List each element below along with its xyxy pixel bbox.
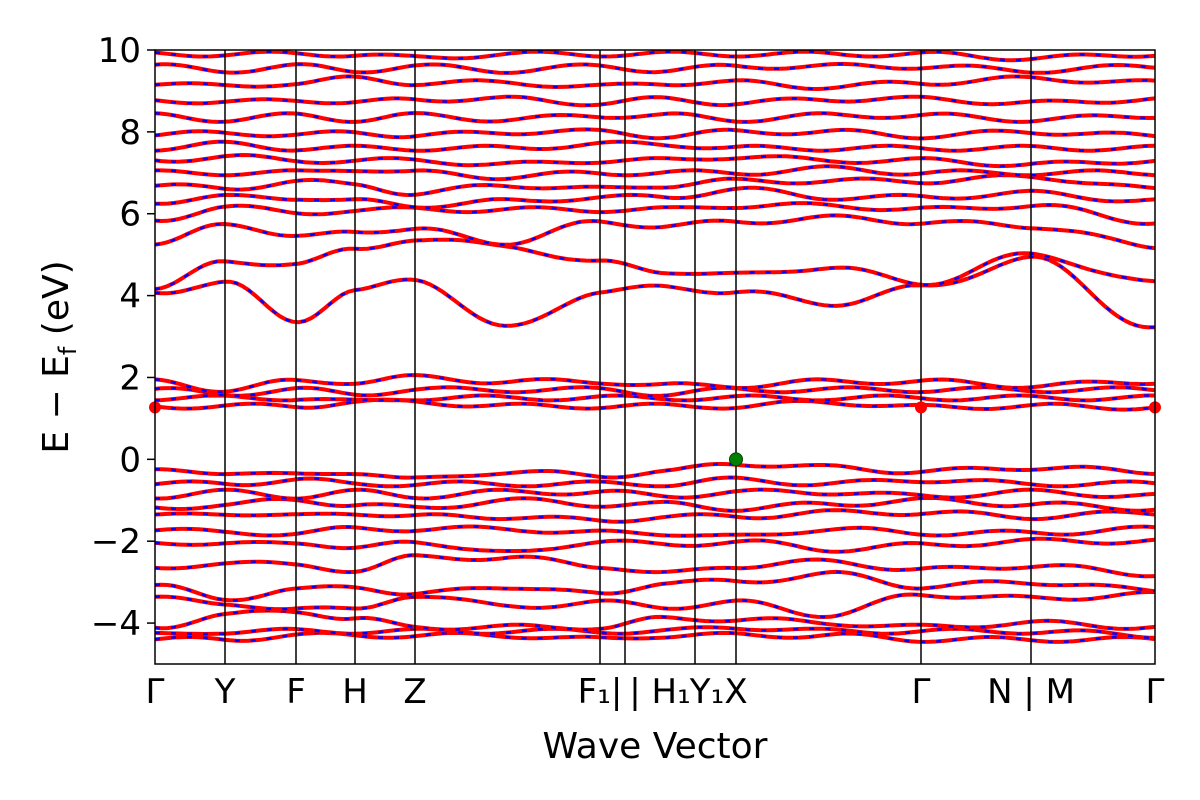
- x-tick-label: Z: [403, 672, 426, 712]
- band-up: [155, 201, 1155, 226]
- band-up: [155, 254, 1155, 330]
- extrema-markers: [149, 401, 1161, 467]
- band-down: [155, 255, 1155, 329]
- y-tick-label: 0: [119, 440, 141, 480]
- vbm-marker: [729, 452, 743, 467]
- band-down: [155, 631, 1155, 644]
- band-up: [155, 608, 1155, 632]
- band-up: [155, 536, 1155, 554]
- band-down: [155, 214, 1155, 250]
- band-down: [155, 525, 1155, 537]
- band-up: [155, 127, 1155, 141]
- y-tick-label: 8: [119, 113, 141, 153]
- band-up: [155, 385, 1155, 398]
- band-up: [155, 61, 1155, 75]
- band-up: [155, 185, 1155, 210]
- band-up: [155, 74, 1155, 92]
- band-up: [155, 111, 1155, 124]
- band-down: [155, 508, 1155, 524]
- x-tick-label: | H₁: [629, 672, 690, 712]
- plot-frame: [154, 49, 1156, 665]
- x-axis-title: Wave Vector: [543, 726, 768, 767]
- y-axis-title: E − Ef (eV): [36, 260, 82, 453]
- x-tick-label: Γ: [1146, 672, 1165, 712]
- band-down: [155, 50, 1155, 62]
- band-down: [155, 394, 1155, 402]
- band-up: [155, 475, 1155, 489]
- y-tick-label: 4: [119, 277, 141, 317]
- y-tick-label: −4: [91, 604, 141, 644]
- bands-layer: [155, 50, 1155, 644]
- high-symmetry-lines: [224, 50, 1032, 664]
- y-tick-label: −2: [91, 522, 141, 562]
- x-tick-label: N | M: [987, 672, 1075, 712]
- band-down: [155, 462, 1155, 479]
- band-up: [155, 94, 1155, 108]
- x-tick-label: Γ: [912, 672, 931, 712]
- band-up: [155, 487, 1155, 501]
- band-down: [155, 165, 1155, 181]
- x-axis-ticks: Γ Y F H Z F₁| | H₁ Y₁ X Γ N | M Γ: [146, 672, 1165, 712]
- x-tick-label: Y₁: [689, 672, 724, 712]
- band-up: [155, 553, 1155, 579]
- band-up: [155, 213, 1155, 251]
- x-tick-label: Γ: [146, 672, 165, 712]
- band-down: [155, 625, 1155, 640]
- y-tick-label: 10: [98, 31, 141, 71]
- x-tick-label: F₁|: [578, 672, 623, 712]
- x-tick-label: H: [342, 672, 368, 712]
- band-up: [155, 139, 1155, 153]
- band-up: [155, 569, 1155, 603]
- y-axis-ticks: −4 −2 0 2 4 6 8 10: [91, 31, 155, 644]
- y-tick-label: 2: [119, 358, 141, 398]
- x-tick-label: Y: [214, 672, 236, 712]
- band-up: [155, 495, 1155, 513]
- band-up: [155, 164, 1155, 182]
- band-down: [155, 398, 1155, 411]
- band-down: [155, 153, 1155, 168]
- band-up: [155, 173, 1155, 198]
- cbm-marker: [915, 401, 927, 414]
- band-up: [155, 373, 1155, 394]
- y-tick-label: 6: [119, 195, 141, 235]
- band-down: [155, 238, 1155, 291]
- x-tick-label: F: [286, 672, 306, 712]
- band-up: [155, 590, 1155, 620]
- band-up: [155, 152, 1155, 169]
- x-tick-label: X: [724, 672, 747, 712]
